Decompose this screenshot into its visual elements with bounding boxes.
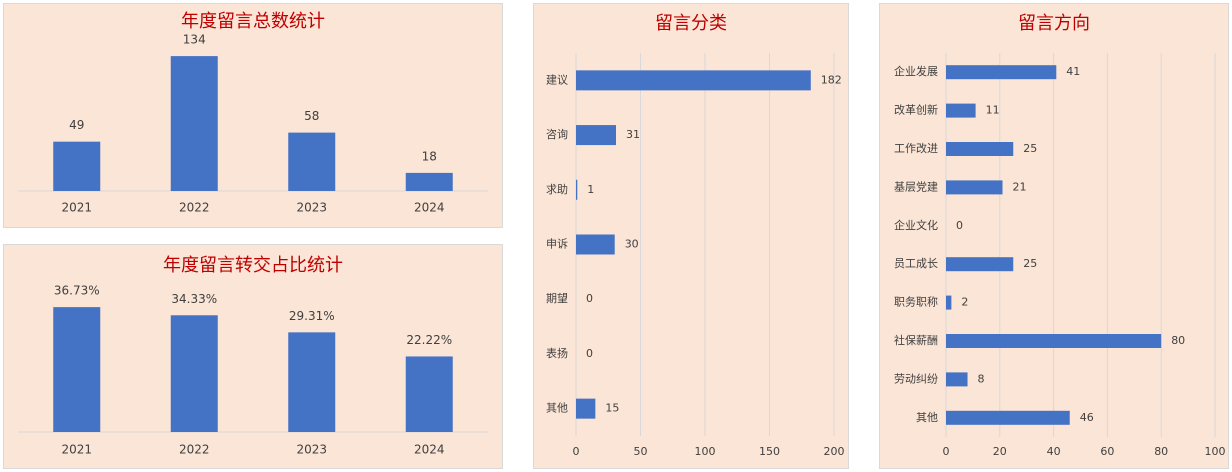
y-tick-label: 劳动纠纷 [894, 372, 938, 385]
data-label: 15 [605, 402, 619, 415]
data-label: 134 [183, 33, 206, 47]
x-tick-label: 60 [1100, 445, 1114, 458]
y-tick-label: 期望 [546, 292, 568, 305]
bar [946, 142, 1014, 156]
y-tick-label: 基层党建 [894, 179, 938, 193]
bar [576, 125, 616, 146]
bar [53, 307, 101, 432]
data-label: 22.22% [406, 333, 452, 347]
data-label: 41 [1066, 65, 1080, 78]
y-tick-label: 职务职称 [894, 295, 938, 309]
y-tick-label: 求助 [546, 182, 568, 196]
data-label: 1 [587, 183, 594, 196]
y-tick-label: 工作改进 [894, 141, 938, 155]
bar [288, 332, 336, 432]
y-tick-label: 咨询 [546, 127, 568, 141]
x-tick-label: 0 [943, 445, 950, 458]
data-label: 18 [422, 149, 437, 163]
y-tick-label: 社保薪酬 [894, 333, 938, 347]
data-label: 36.73% [54, 284, 100, 298]
bar [946, 180, 1003, 195]
x-tick-label: 2022 [179, 201, 210, 215]
x-tick-label: 0 [573, 445, 580, 458]
x-tick-label: 20 [993, 445, 1007, 458]
chart-title: 年度留言转交占比统计 [163, 255, 343, 276]
data-label: 21 [1012, 180, 1026, 193]
data-label: 49 [69, 118, 84, 132]
bar [576, 179, 578, 200]
bar [170, 56, 218, 192]
bar [53, 141, 101, 191]
data-label: 2 [961, 296, 968, 309]
bar [946, 103, 976, 118]
y-tick-label: 建议 [546, 72, 568, 86]
data-label: 0 [586, 292, 593, 305]
data-label: 182 [821, 73, 842, 86]
x-tick-label: 2023 [296, 201, 327, 215]
data-label: 31 [626, 128, 640, 141]
bar [946, 65, 1057, 80]
y-tick-label: 企业发展 [894, 64, 938, 78]
x-tick-label: 100 [695, 445, 716, 458]
bar [576, 70, 811, 91]
x-tick-label: 200 [824, 445, 845, 458]
panel [3, 3, 503, 228]
chart-title: 年度留言总数统计 [181, 11, 325, 32]
y-tick-label: 企业文化 [894, 218, 938, 232]
data-label: 25 [1023, 257, 1037, 270]
data-label: 29.31% [289, 309, 335, 323]
data-label: 34.33% [171, 292, 217, 306]
data-label: 25 [1023, 142, 1037, 155]
x-tick-label: 2024 [414, 443, 445, 457]
bar [576, 398, 596, 419]
x-tick-label: 40 [1047, 445, 1061, 458]
x-tick-label: 2022 [179, 443, 210, 457]
bar [405, 356, 453, 432]
data-label: 80 [1171, 334, 1185, 347]
data-label: 0 [586, 347, 593, 360]
y-tick-label: 其他 [546, 402, 568, 415]
data-label: 30 [625, 238, 639, 251]
x-tick-label: 100 [1205, 445, 1226, 458]
y-tick-label: 表扬 [546, 346, 568, 360]
bar [946, 372, 968, 387]
bar [576, 234, 615, 255]
y-tick-label: 其他 [916, 411, 938, 424]
y-tick-label: 申诉 [546, 238, 568, 251]
bar [170, 315, 218, 432]
chart-title: 留言分类 [655, 13, 727, 34]
y-tick-label: 改革创新 [894, 103, 938, 117]
bar [946, 334, 1162, 348]
bar [946, 295, 952, 310]
x-tick-label: 150 [759, 445, 780, 458]
chart-title: 留言方向 [1018, 13, 1090, 34]
bar [946, 257, 1014, 272]
data-label: 11 [986, 104, 1000, 117]
bar [946, 410, 1070, 425]
y-tick-label: 员工成长 [894, 257, 938, 270]
data-label: 8 [978, 372, 985, 385]
x-tick-label: 50 [634, 445, 648, 458]
data-label: 58 [304, 109, 319, 123]
data-label: 0 [956, 219, 963, 232]
data-label: 46 [1080, 411, 1094, 424]
x-tick-label: 80 [1154, 445, 1168, 458]
bar [288, 132, 336, 191]
x-tick-label: 2021 [61, 201, 92, 215]
bar [405, 172, 453, 191]
x-tick-label: 2023 [296, 443, 327, 457]
x-tick-label: 2024 [414, 201, 445, 215]
x-tick-label: 2021 [61, 443, 92, 457]
